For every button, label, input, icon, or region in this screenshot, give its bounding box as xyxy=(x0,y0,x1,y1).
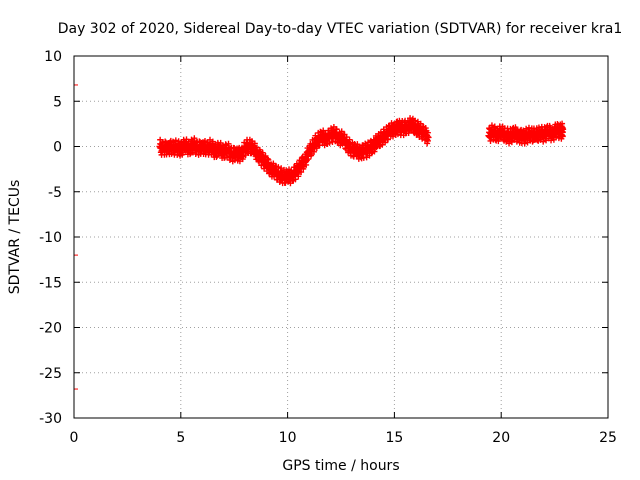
data-point xyxy=(394,131,401,138)
x-tick-label: 10 xyxy=(279,430,297,446)
y-tick-label: -15 xyxy=(39,275,62,291)
data-point xyxy=(367,137,374,144)
data-point xyxy=(168,150,175,157)
data-point xyxy=(326,139,333,146)
x-tick-label: 15 xyxy=(385,430,403,446)
plot-frame xyxy=(73,55,609,419)
data-point xyxy=(371,148,378,155)
y-tick-label: -5 xyxy=(48,185,62,201)
x-axis-label: GPS time / hours xyxy=(282,458,399,474)
data-points xyxy=(74,84,567,390)
chart-title: Day 302 of 2020, Sidereal Day-to-day VTE… xyxy=(58,21,623,37)
y-tick-label: 10 xyxy=(44,49,62,65)
x-tick-label: 0 xyxy=(70,430,79,446)
x-axis-ticks: 0 5 10 15 20 25 xyxy=(70,56,617,446)
data-point xyxy=(491,124,498,131)
x-tick-label: 5 xyxy=(176,430,185,446)
y-axis-ticks: 10 5 0 -5 -10 -15 -20 -25 -30 xyxy=(39,49,608,427)
data-point xyxy=(295,173,302,180)
data-point xyxy=(251,140,258,147)
data-point xyxy=(275,164,282,171)
y-tick-label: -30 xyxy=(39,411,62,427)
y-tick-label: 0 xyxy=(53,140,62,156)
grid-lines xyxy=(74,56,608,418)
data-point xyxy=(412,117,419,124)
y-tick-label: -10 xyxy=(39,230,62,246)
data-point xyxy=(338,128,345,135)
data-point xyxy=(264,155,271,162)
y-tick-label: 5 xyxy=(53,94,62,110)
data-point xyxy=(259,149,266,156)
data-point xyxy=(310,148,317,155)
data-point xyxy=(550,136,557,143)
data-point xyxy=(303,161,310,168)
data-point xyxy=(346,136,353,143)
data-point xyxy=(298,169,305,176)
data-point xyxy=(330,127,337,134)
data-point xyxy=(559,133,566,140)
data-point xyxy=(191,135,198,142)
data-point xyxy=(560,126,567,133)
data-point xyxy=(425,134,432,141)
data-point xyxy=(422,125,429,132)
data-point xyxy=(265,156,272,163)
data-point xyxy=(382,139,389,146)
x-tick-label: 25 xyxy=(599,430,617,446)
y-axis-label: SDTVAR / TECUs xyxy=(7,180,23,295)
data-point xyxy=(410,128,417,135)
y-tick-label: -25 xyxy=(39,366,62,382)
data-point xyxy=(225,140,232,147)
data-point xyxy=(175,138,182,145)
data-point xyxy=(384,136,391,143)
data-point xyxy=(209,138,216,145)
data-point xyxy=(179,149,186,156)
data-point xyxy=(333,126,340,133)
y-tick-label: -20 xyxy=(39,321,62,337)
data-point xyxy=(305,156,312,163)
data-point xyxy=(424,129,431,136)
data-point xyxy=(213,153,220,160)
data-point xyxy=(292,176,299,183)
x-tick-label: 20 xyxy=(492,430,510,446)
data-point xyxy=(424,137,431,144)
